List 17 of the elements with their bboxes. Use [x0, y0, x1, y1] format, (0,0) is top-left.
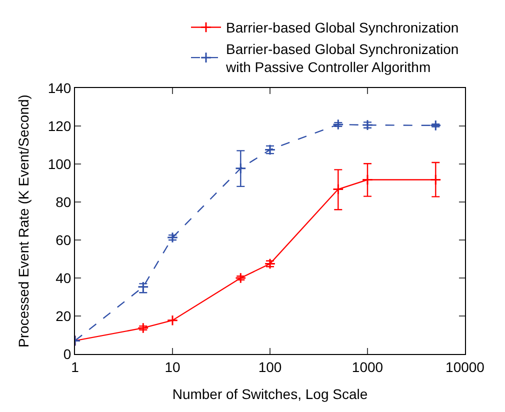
y-tick-label: 20 [56, 308, 72, 324]
y-tick-label: 120 [48, 118, 72, 134]
x-tick-label: 10000 [446, 358, 485, 375]
legend-label: Barrier-based Global Synchronization with Passive Controller Algorithm [225, 40, 459, 76]
y-tick-label: 0 [63, 346, 72, 362]
y-tick-label: 80 [56, 194, 72, 210]
x-tick-label: 1 [71, 358, 80, 375]
y-tick-label: 100 [48, 156, 72, 172]
legend-label: Barrier-based Global Synchronization [226, 20, 459, 36]
x-axis-title: Number of Switches, Log Scale [172, 386, 368, 402]
y-tick-label: 60 [56, 232, 72, 248]
x-tick-label: 1000 [352, 358, 384, 375]
y-tick-label: 40 [56, 270, 72, 286]
y-tick-label: 140 [48, 80, 72, 96]
x-tick-label: 100 [258, 358, 282, 375]
x-tick-label: 10 [164, 358, 180, 375]
y-axis-title: Processed Event Rate (K Event/Second) [15, 94, 32, 348]
